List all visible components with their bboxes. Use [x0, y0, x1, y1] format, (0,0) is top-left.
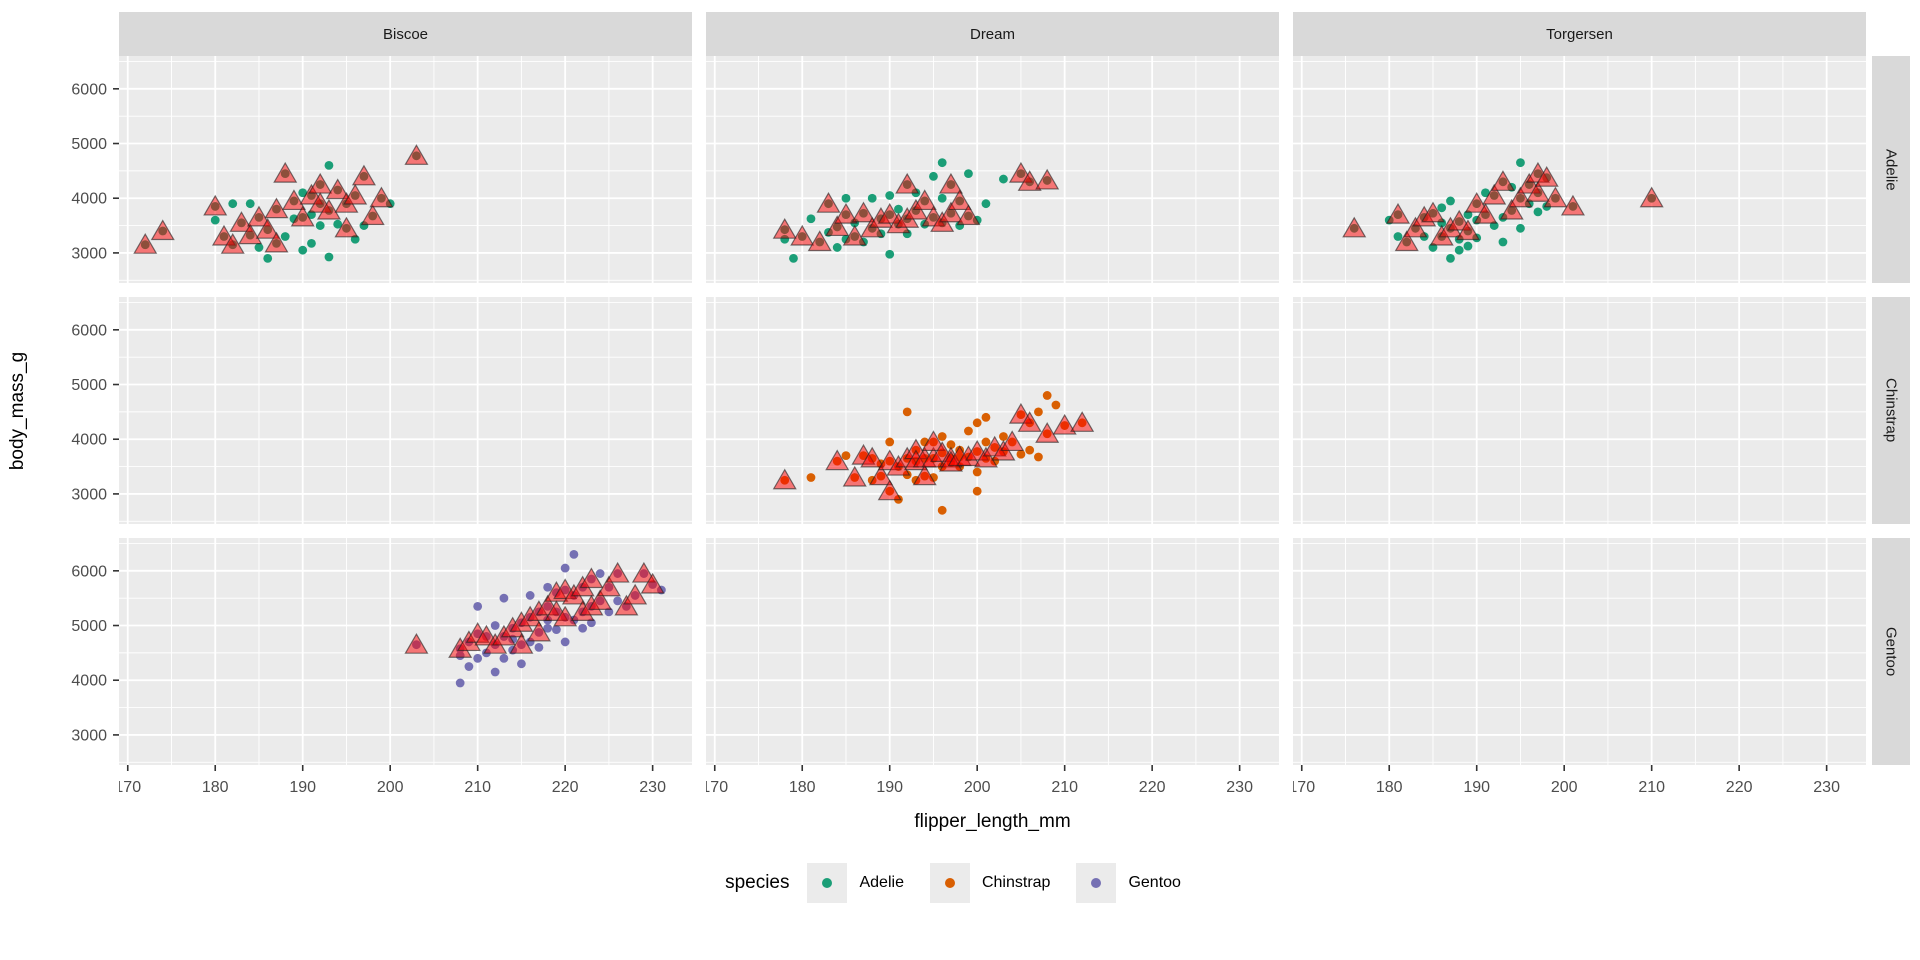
x-axis-dream: 170 180 190 200 210 220 230	[706, 765, 1279, 801]
svg-text:5000: 5000	[71, 618, 107, 635]
svg-text:6000: 6000	[71, 322, 107, 339]
chinstrap-dot-icon	[944, 878, 955, 888]
svg-text:5000: 5000	[71, 377, 107, 394]
svg-text:170: 170	[1293, 779, 1315, 796]
legend-key-gentoo	[1076, 863, 1117, 903]
svg-text:180: 180	[202, 779, 229, 796]
facet-strip-chinstrap: Chinstrap	[1872, 297, 1910, 524]
panel-chinstrap-torgersen	[1293, 297, 1866, 524]
facet-strip-torgersen: Torgersen	[1293, 12, 1866, 56]
panel-chinstrap-dream	[706, 297, 1279, 524]
svg-text:4000: 4000	[71, 191, 107, 208]
facet-strip-dream: Dream	[706, 12, 1279, 56]
svg-text:180: 180	[789, 779, 816, 796]
svg-text:4000: 4000	[71, 673, 107, 690]
panel-adelie-biscoe	[119, 56, 692, 283]
facet-strip-gentoo: Gentoo	[1872, 538, 1910, 765]
y-axis-row-gentoo: 3000 4000 5000 6000	[32, 538, 119, 765]
svg-text:210: 210	[1051, 779, 1078, 796]
legend-item-gentoo: Gentoo	[1076, 863, 1181, 903]
svg-text:3000: 3000	[71, 245, 107, 262]
svg-text:220: 220	[1726, 779, 1753, 796]
svg-text:180: 180	[1376, 779, 1403, 796]
svg-text:230: 230	[1813, 779, 1840, 796]
svg-text:6000: 6000	[71, 563, 107, 580]
panel-gentoo-torgersen	[1293, 538, 1866, 765]
svg-text:220: 220	[552, 779, 579, 796]
svg-text:190: 190	[1463, 779, 1490, 796]
svg-text:3000: 3000	[71, 486, 107, 503]
facet-grid: body_mass_g Biscoe Dream Torgersen 3000 4…	[4, 12, 1920, 847]
svg-text:4000: 4000	[71, 432, 107, 449]
y-axis-title: body_mass_g	[7, 351, 29, 470]
svg-text:220: 220	[1139, 779, 1166, 796]
svg-text:5000: 5000	[71, 136, 107, 153]
gentoo-dot-icon	[1091, 878, 1102, 888]
legend-title: species	[725, 872, 790, 893]
ggplot-figure: body_mass_g Biscoe Dream Torgersen 3000 4…	[4, 12, 1920, 903]
svg-text:6000: 6000	[71, 81, 107, 98]
svg-text:190: 190	[876, 779, 903, 796]
panel-adelie-dream	[706, 56, 1279, 283]
x-axis-title: flipper_length_mm	[914, 811, 1071, 832]
x-axis-torgersen: 170 180 190 200 210 220 230	[1293, 765, 1866, 801]
legend-item-adelie: Adelie	[807, 863, 904, 903]
legend-key-adelie	[807, 863, 848, 903]
svg-text:200: 200	[377, 779, 404, 796]
panel-adelie-torgersen	[1293, 56, 1866, 283]
x-axis-biscoe: 170 180 190 200 210 220 230	[119, 765, 692, 801]
svg-text:170: 170	[706, 779, 728, 796]
svg-text:200: 200	[1551, 779, 1578, 796]
panel-chinstrap-biscoe	[119, 297, 692, 524]
legend: species Adelie Chinstrap Gentoo	[4, 863, 1920, 903]
panel-gentoo-dream	[706, 538, 1279, 765]
svg-text:230: 230	[1226, 779, 1253, 796]
svg-text:3000: 3000	[71, 727, 107, 744]
adelie-dot-icon	[822, 878, 833, 888]
y-axis-row-chinstrap: 3000 4000 5000 6000	[32, 297, 119, 524]
facet-strip-biscoe: Biscoe	[119, 12, 692, 56]
svg-text:210: 210	[464, 779, 491, 796]
panel-gentoo-biscoe	[119, 538, 692, 765]
y-axis-row-adelie: 3000 4000 5000 6000	[32, 56, 119, 283]
svg-text:170: 170	[119, 779, 141, 796]
facet-strip-adelie: Adelie	[1872, 56, 1910, 283]
legend-key-chinstrap	[929, 863, 970, 903]
legend-item-chinstrap: Chinstrap	[929, 863, 1050, 903]
svg-text:190: 190	[289, 779, 316, 796]
svg-text:210: 210	[1638, 779, 1665, 796]
svg-text:200: 200	[964, 779, 991, 796]
svg-text:230: 230	[639, 779, 666, 796]
